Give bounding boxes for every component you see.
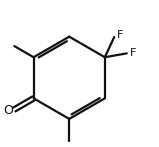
- Text: F: F: [130, 48, 136, 58]
- Text: O: O: [3, 104, 13, 117]
- Text: F: F: [117, 30, 124, 40]
